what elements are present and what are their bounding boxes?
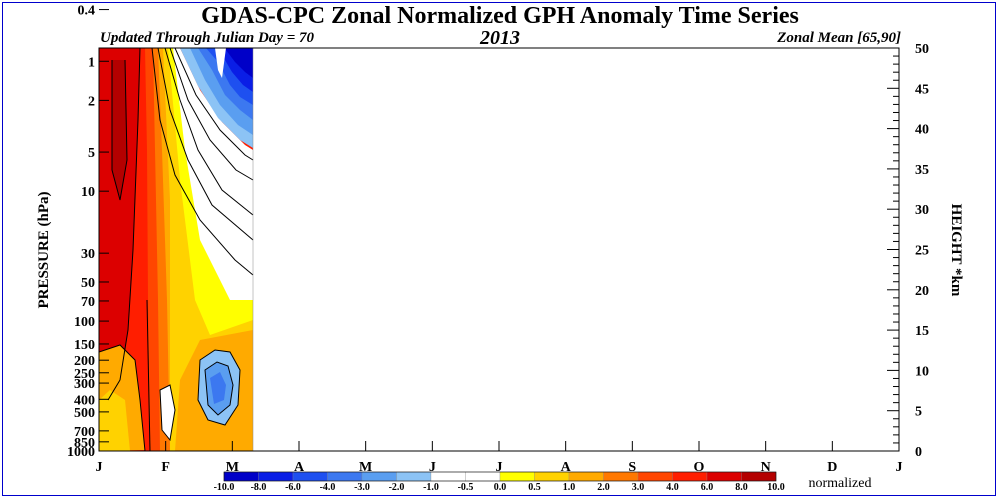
colorbar-swatch [499, 471, 535, 482]
month-tick-label: M [226, 460, 239, 475]
colorbar-swatch [568, 471, 604, 482]
year-label: 2013 [480, 27, 520, 49]
colorbar-swatch [706, 471, 742, 482]
colorbar-tick-label: 2.0 [597, 482, 610, 493]
colorbar-unit: normalized [809, 476, 872, 491]
colorbar-swatch [603, 471, 639, 482]
height-tick-label: 15 [915, 324, 929, 339]
colorbar-swatch [223, 471, 259, 482]
colorbar-tick-label: 4.0 [666, 482, 679, 493]
month-tick-label: M [359, 460, 372, 475]
height-tick-label: 50 [915, 42, 929, 57]
month-tick-label: A [294, 460, 305, 475]
height-tick-label: 35 [915, 163, 929, 178]
pressure-tick-label: 1 [88, 55, 95, 70]
height-tick-label: 45 [915, 82, 929, 97]
pressure-tick-label: 700 [74, 425, 95, 440]
height-tick-label: 5 [915, 405, 922, 420]
pressure-tick-label: 1000 [67, 445, 95, 460]
colorbar-tick-label: -1.0 [423, 482, 439, 493]
pressure-tick-label: 10 [81, 185, 95, 200]
zonal-mean-label: Zonal Mean [65,90] [777, 30, 901, 46]
colorbar-tick-label: -0.5 [458, 482, 474, 493]
pressure-tick-label: 500 [74, 406, 95, 421]
pressure-tick-label: 30 [81, 247, 95, 262]
colorbar: -10.0 -8.0 -6.0 -4.0 -3.0 -2.0 -1.0 -0.5 0.0 0.5 1… [214, 471, 785, 493]
colorbar-tick-label: -3.0 [354, 482, 370, 493]
month-tick-label: J [896, 460, 903, 475]
colorbar-tick-label: -6.0 [285, 482, 301, 493]
colorbar-tick-label: 6.0 [701, 482, 714, 493]
colorbar-tick-label: -8.0 [251, 482, 267, 493]
pressure-tick-label: 70 [81, 295, 95, 310]
colorbar-swatch [258, 471, 294, 482]
pressure-tick-label: 150 [74, 338, 95, 353]
colorbar-tick-label: 10.0 [767, 482, 785, 493]
colorbar-swatch [465, 471, 501, 482]
pressure-tick-label: 2 [88, 94, 95, 109]
colorbar-tick-label: 0.0 [494, 482, 507, 493]
height-tick-label: 25 [915, 244, 929, 259]
colorbar-tick-label: -2.0 [389, 482, 405, 493]
height-tick-label: 40 [915, 123, 929, 138]
colorbar-swatch [672, 471, 708, 482]
colorbar-swatch [361, 471, 397, 482]
month-tick-label: J [496, 460, 503, 475]
chart-title: GDAS-CPC Zonal Normalized GPH Anomaly Ti… [201, 3, 799, 29]
pressure-tick-label: 100 [74, 315, 95, 330]
colorbar-swatch [430, 471, 466, 482]
month-tick-label: D [827, 460, 837, 475]
month-tick-label: O [694, 460, 705, 475]
height-axis: 0 5 10 15 20 25 30 35 40 45 50 [887, 42, 929, 460]
colorbar-tick-label: 0.5 [528, 482, 541, 493]
pressure-tick-label: 400 [74, 393, 95, 408]
colorbar-swatch [741, 471, 777, 482]
height-tick-label: 30 [915, 203, 929, 218]
pressure-axis-label: PRESSURE (hPa) [36, 191, 52, 308]
colorbar-swatch [327, 471, 363, 482]
month-tick-label: F [161, 460, 170, 475]
month-tick-label: J [96, 460, 103, 475]
pressure-tick-label: 5 [88, 146, 95, 161]
colorbar-tick-label: 3.0 [632, 482, 645, 493]
pressure-tick-label: 850 [74, 436, 95, 451]
pressure-tick-label: 200 [74, 354, 95, 369]
anomaly-contour-field [99, 48, 254, 451]
colorbar-tick-label: -4.0 [320, 482, 336, 493]
pressure-tick-label: 0.4 [78, 4, 96, 19]
month-tick-label: A [561, 460, 572, 475]
height-tick-label: 0 [915, 445, 922, 460]
colorbar-tick-label: -10.0 [214, 482, 235, 493]
month-tick-label: S [628, 460, 636, 475]
pressure-tick-label: 300 [74, 377, 95, 392]
update-note: Updated Through Julian Day = 70 [100, 30, 314, 46]
colorbar-outline [223, 471, 777, 482]
colorbar-swatch [637, 471, 673, 482]
pressure-tick-label: 50 [81, 276, 95, 291]
colorbar-swatch [292, 471, 328, 482]
colorbar-swatch [396, 471, 432, 482]
month-tick-label: N [761, 460, 771, 475]
height-tick-label: 10 [915, 364, 929, 379]
height-axis-label: HEIGHT *km [948, 204, 964, 297]
height-tick-label: 20 [915, 284, 929, 299]
pressure-tick-label: 250 [74, 367, 95, 382]
colorbar-swatch [534, 471, 570, 482]
month-tick-label: J [429, 460, 436, 475]
colorbar-tick-label: 8.0 [735, 482, 748, 493]
colorbar-tick-label: 1.0 [563, 482, 576, 493]
